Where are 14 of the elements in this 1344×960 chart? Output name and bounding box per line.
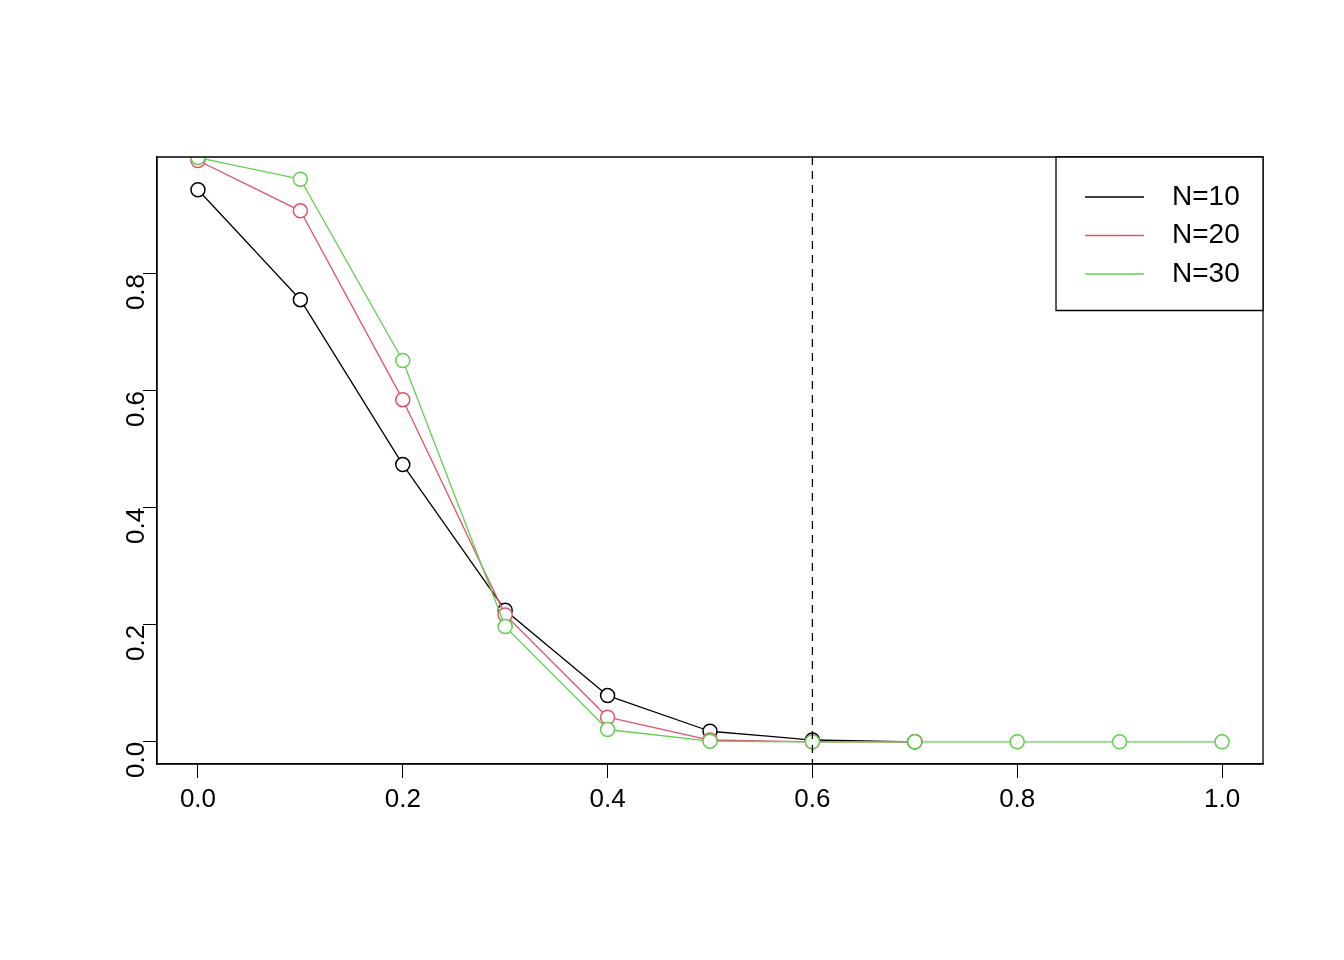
x-tick-label: 1.0 bbox=[1203, 782, 1241, 813]
legend-label: N=10 bbox=[1172, 179, 1240, 211]
x-tick-label: 0.8 bbox=[999, 782, 1036, 813]
y-tick-label: 0.4 bbox=[120, 507, 151, 545]
x-tick-label: 0.6 bbox=[794, 782, 831, 813]
y-tick-label: 0.0 bbox=[120, 741, 151, 778]
y-tick-label: 0.8 bbox=[120, 273, 151, 311]
y-tick-label: 0.6 bbox=[120, 390, 151, 428]
legend-label: N=20 bbox=[1172, 218, 1240, 250]
x-tick-label: 0.2 bbox=[384, 782, 421, 813]
legend-label: N=30 bbox=[1172, 256, 1240, 288]
x-tick-label: 0.4 bbox=[589, 782, 626, 813]
y-tick-label: 0.2 bbox=[120, 624, 151, 661]
x-tick-label: 0.0 bbox=[179, 782, 217, 813]
